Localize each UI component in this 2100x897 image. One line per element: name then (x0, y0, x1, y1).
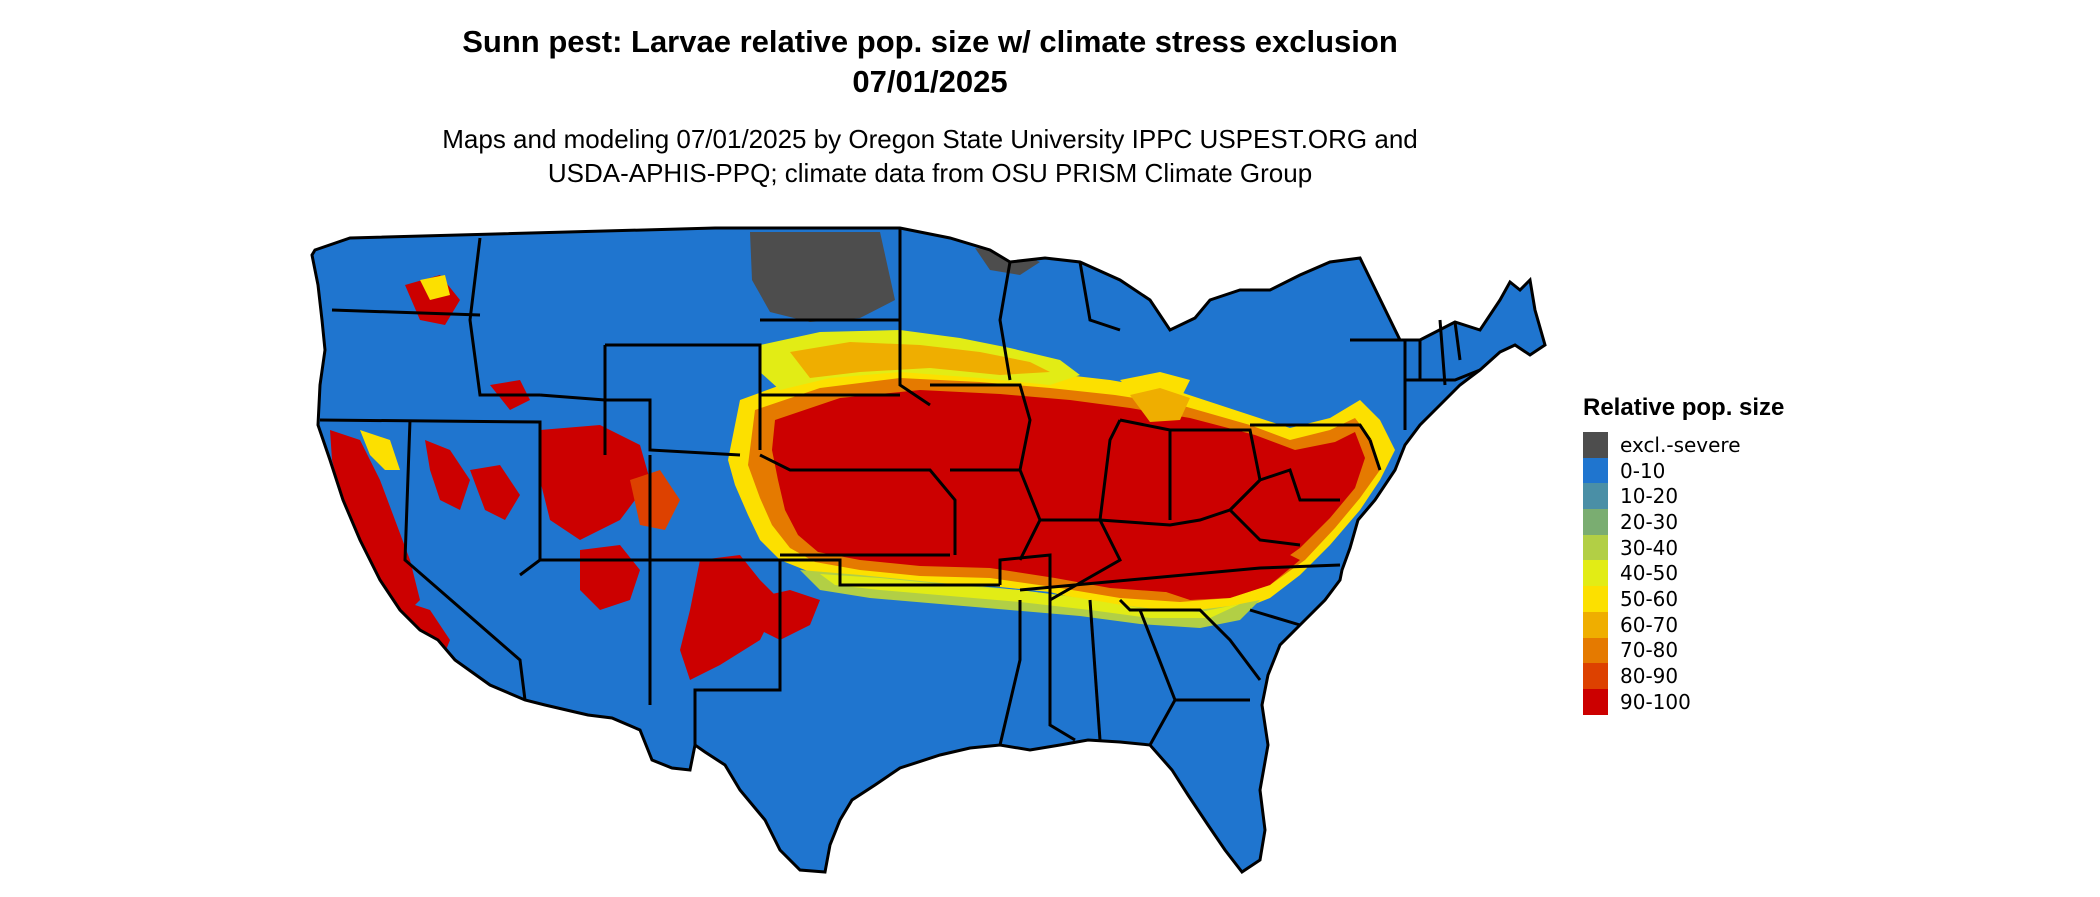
subtitle-line-2: USDA-APHIS-PPQ; climate data from OSU PR… (547, 158, 1313, 188)
legend-item: 80-90 (1583, 663, 1784, 689)
legend-item: excl.-severe (1583, 432, 1784, 458)
legend-label: 10-20 (1620, 484, 1679, 509)
legend-swatch (1583, 637, 1608, 664)
legend-label: 20-30 (1620, 509, 1679, 534)
map-title: Sunn pest: Larvae relative pop. size w/ … (360, 22, 1500, 102)
legend-item: 60-70 (1583, 611, 1784, 638)
legend-item: 70-80 (1583, 637, 1784, 664)
legend-label: 60-70 (1620, 612, 1679, 637)
legend-item: 50-60 (1583, 586, 1784, 612)
legend-item: 20-30 (1583, 509, 1784, 535)
legend-swatch (1583, 560, 1608, 587)
legend-swatch (1583, 457, 1608, 484)
legend-item: 30-40 (1583, 534, 1784, 561)
legend-swatch (1583, 688, 1608, 715)
legend-label: 40-50 (1620, 561, 1679, 586)
legend-label: 50-60 (1620, 586, 1679, 611)
legend-label: excl.-severe (1620, 432, 1741, 457)
state-borders (310, 226, 1547, 875)
legend-label: 80-90 (1620, 664, 1679, 689)
legend-swatch (1583, 586, 1608, 612)
legend-item: 40-50 (1583, 560, 1784, 587)
map-subtitle: Maps and modeling 07/01/2025 by Oregon S… (360, 122, 1500, 190)
legend-swatch (1583, 611, 1608, 638)
legend-label: 30-40 (1620, 535, 1679, 560)
legend-swatch (1583, 534, 1608, 561)
legend: Relative pop. size excl.-severe 0-10 10-20… (1583, 394, 1784, 715)
legend-title: Relative pop. size (1583, 394, 1785, 421)
legend-swatch (1583, 432, 1608, 458)
legend-label: 0-10 (1620, 458, 1666, 483)
legend-swatch (1583, 509, 1608, 535)
title-line-1: Sunn pest: Larvae relative pop. size w/ … (462, 24, 1398, 59)
legend-swatch (1583, 663, 1608, 689)
legend-label: 90-100 (1620, 689, 1691, 714)
title-line-2: 07/01/2025 (852, 64, 1008, 99)
legend-item: 10-20 (1583, 483, 1784, 510)
subtitle-line-1: Maps and modeling 07/01/2025 by Oregon S… (442, 124, 1418, 154)
legend-label: 70-80 (1620, 638, 1679, 663)
legend-item: 90-100 (1583, 688, 1784, 715)
legend-swatch (1583, 483, 1608, 510)
legend-items: excl.-severe 0-10 10-20 20-30 30-40 40-50 50-6… (1583, 432, 1784, 715)
legend-item: 0-10 (1583, 457, 1784, 484)
